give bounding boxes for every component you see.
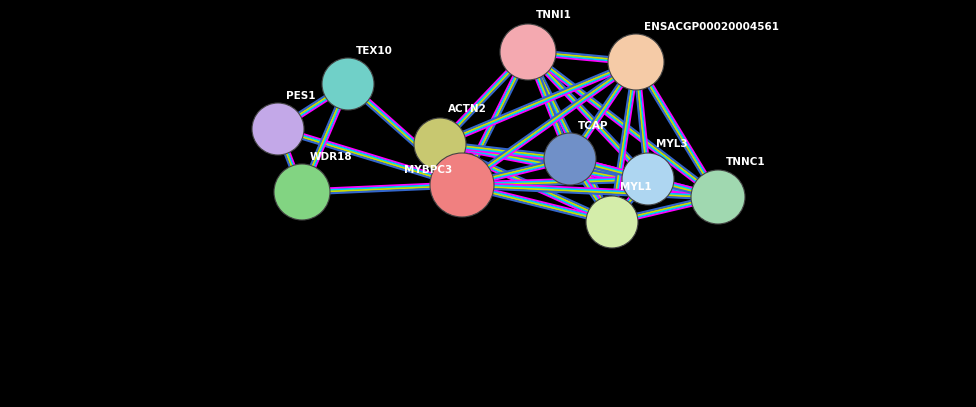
Circle shape — [608, 34, 664, 90]
Circle shape — [252, 103, 304, 155]
Text: TNNC1: TNNC1 — [726, 157, 765, 167]
Circle shape — [691, 170, 745, 224]
Circle shape — [322, 58, 374, 110]
Text: TNNI1: TNNI1 — [536, 10, 572, 20]
Circle shape — [586, 196, 638, 248]
Circle shape — [430, 153, 494, 217]
Circle shape — [274, 164, 330, 220]
Circle shape — [414, 118, 466, 170]
Text: ENSACGP00020004561: ENSACGP00020004561 — [644, 22, 779, 32]
Circle shape — [622, 153, 674, 205]
Text: MYL3: MYL3 — [656, 139, 688, 149]
Text: MYL1: MYL1 — [620, 182, 652, 192]
Circle shape — [544, 133, 596, 185]
Circle shape — [500, 24, 556, 80]
Text: PES1: PES1 — [286, 91, 315, 101]
Text: TEX10: TEX10 — [356, 46, 393, 56]
Text: MYBPC3: MYBPC3 — [404, 165, 452, 175]
Text: WDR18: WDR18 — [310, 152, 352, 162]
Text: ACTN2: ACTN2 — [448, 104, 487, 114]
Text: TCAP: TCAP — [578, 121, 608, 131]
